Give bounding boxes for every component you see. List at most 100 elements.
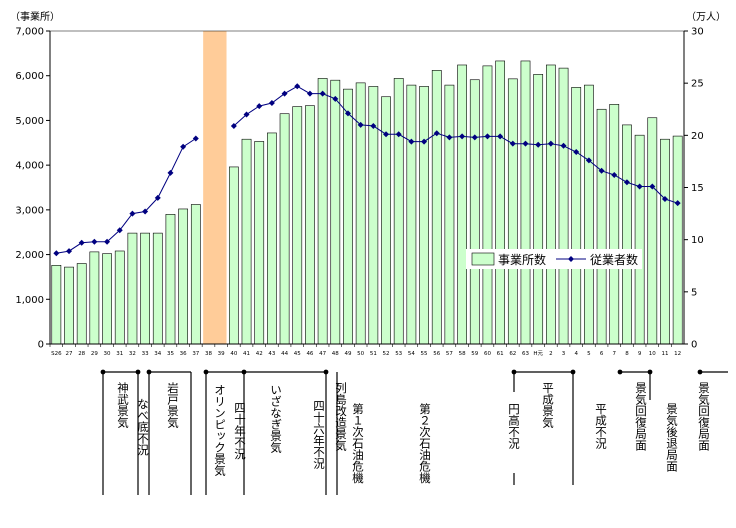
era-label: いざなぎ景気 — [269, 384, 283, 454]
era-dot — [511, 369, 517, 375]
y-left-tick-label: 0 — [38, 340, 44, 351]
x-tick-label: 40 — [230, 351, 237, 357]
bar — [267, 132, 277, 345]
line-point — [611, 171, 618, 178]
x-tick-label: 53 — [395, 351, 402, 357]
line-point — [344, 110, 351, 117]
x-tick-label: 58 — [459, 351, 466, 357]
line-point — [535, 141, 542, 148]
bar — [254, 141, 265, 345]
x-tick-label: 7 — [613, 351, 617, 357]
era-label: 列島改造景気 — [334, 381, 348, 452]
line-point — [154, 194, 161, 201]
era-label: 第２次石油危機 — [418, 402, 432, 484]
line-point — [243, 111, 250, 118]
x-tick-label: 54 — [408, 351, 415, 357]
era-dot — [135, 369, 141, 375]
x-tick-label: 5 — [587, 351, 591, 357]
line-point — [104, 238, 111, 245]
x-tick-label: 37 — [192, 351, 199, 357]
line-point — [509, 140, 516, 147]
line-point — [142, 208, 149, 215]
era-label: 岩戸景気 — [166, 381, 180, 429]
line-point — [661, 195, 668, 202]
x-tick-label: 34 — [154, 351, 161, 357]
bar — [279, 113, 290, 345]
line-point — [319, 90, 326, 97]
legend-label-line: 従業者数 — [590, 252, 638, 267]
bar — [178, 208, 189, 345]
x-tick-label: 2 — [549, 351, 553, 357]
x-tick-label: 27 — [66, 351, 73, 357]
era-dot — [203, 369, 209, 375]
y-right-tick-label: 20 — [691, 131, 704, 142]
bar — [545, 64, 556, 345]
bar — [330, 79, 341, 345]
x-tick-label: 30 — [104, 351, 111, 357]
line-point — [636, 183, 643, 190]
bar — [190, 204, 201, 345]
bar — [292, 106, 303, 345]
y-right-tick-label: 25 — [691, 79, 704, 90]
era-label: 平成不況 — [594, 403, 608, 450]
era-dot — [570, 369, 576, 375]
bar — [584, 84, 594, 345]
bar — [660, 138, 670, 345]
line-point — [674, 200, 681, 207]
x-tick-label: 48 — [332, 351, 339, 357]
line-point — [522, 140, 529, 147]
bar — [89, 251, 100, 345]
x-tick-label: 36 — [180, 351, 187, 357]
line-point — [408, 138, 415, 145]
y-left-tick-label: 7,000 — [15, 27, 44, 38]
x-tick-label: 41 — [243, 351, 250, 357]
line-point — [395, 131, 402, 138]
bar — [317, 78, 328, 345]
era-label: オリンピック景気 — [213, 384, 227, 477]
line-point — [649, 183, 656, 190]
line-point — [433, 130, 440, 137]
y-left-tick-label: 6,000 — [15, 71, 44, 82]
x-tick-label: 29 — [91, 351, 98, 357]
era-label: なべ底不況 — [136, 398, 150, 456]
bar — [622, 124, 632, 345]
era-label: 景気後退局面 — [665, 403, 679, 472]
bar — [76, 263, 87, 345]
bar — [571, 87, 582, 345]
x-tick-label: 52 — [383, 351, 390, 357]
bar — [431, 70, 442, 345]
legend-swatch-bar — [471, 252, 495, 266]
x-tick-label: 50 — [357, 351, 364, 357]
x-tick-label: 55 — [421, 351, 428, 357]
line-point — [53, 250, 60, 257]
y-left-tick-label: 5,000 — [15, 116, 44, 127]
x-tick-label: 62 — [509, 351, 516, 357]
x-tick-label: 44 — [281, 351, 288, 357]
era-dot — [100, 369, 106, 375]
x-tick-label: 46 — [306, 351, 313, 357]
line-point — [585, 157, 592, 164]
bar — [482, 65, 493, 345]
x-tick-label: 43 — [268, 351, 275, 357]
x-tick-label: 38 — [205, 351, 212, 357]
line-point — [167, 169, 174, 176]
x-tick-label: 6 — [600, 351, 604, 357]
legend-label-bar: 事業所数 — [498, 252, 546, 267]
era-label: 四十六年不況 — [312, 400, 326, 470]
bar — [102, 253, 112, 345]
line-point — [180, 143, 187, 150]
bar — [228, 166, 239, 345]
line-point — [497, 133, 504, 140]
line-point — [471, 134, 478, 141]
line-point — [598, 167, 605, 174]
line-point — [306, 90, 313, 97]
x-tick-label: 59 — [471, 351, 478, 357]
x-tick-label: 39 — [218, 351, 225, 357]
era-dot — [241, 369, 247, 375]
bar — [495, 60, 506, 345]
era-label: 第１次石油危機 — [351, 402, 365, 484]
bar — [457, 64, 467, 345]
line-point — [192, 135, 199, 142]
x-tick-label: H元 — [533, 350, 543, 357]
line-point — [66, 248, 73, 255]
